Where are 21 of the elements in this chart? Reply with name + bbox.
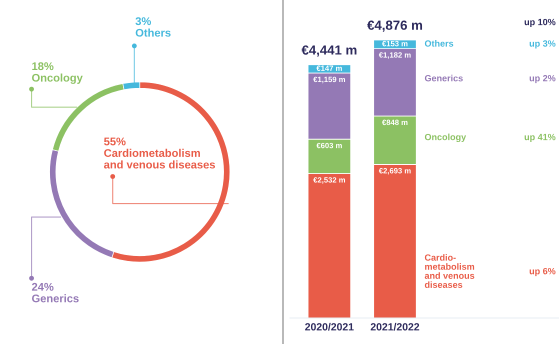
data-label: 55%: [104, 138, 126, 146]
text: up 10%: [524, 18, 556, 28]
text: up 41%: [524, 134, 556, 142]
text: up 2%: [530, 75, 556, 84]
data-label: 3%: [135, 17, 152, 26]
series-label: Others: [424, 40, 454, 47]
slice-label: Oncology: [32, 74, 83, 84]
series-label: Oncology: [424, 134, 466, 142]
text: up 3%: [530, 40, 556, 48]
slice-label: Generics: [32, 294, 79, 302]
total-label: €4,441 m: [302, 45, 356, 57]
data-label: 24%: [32, 282, 54, 291]
data-label: 18%: [32, 62, 54, 70]
series-label: Generics: [424, 74, 463, 82]
slice-label: Cardiometabolism and venous diseases: [104, 148, 216, 169]
x-tick-label: 2021/2022: [370, 322, 420, 331]
series-label: Cardio- metabolism and venous diseases: [424, 254, 474, 288]
x-tick-label: 2020/2021: [305, 322, 354, 331]
slice-label: Others: [136, 28, 171, 37]
text: up 6%: [530, 268, 556, 276]
total-label: €4,876 m: [367, 20, 422, 32]
